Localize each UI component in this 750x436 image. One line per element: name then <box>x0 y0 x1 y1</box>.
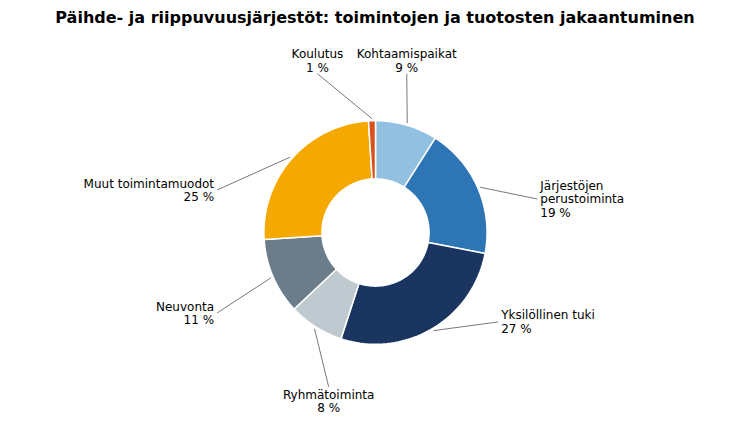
svg-text:Neuvonta11 %: Neuvonta11 % <box>156 299 214 327</box>
html-text:Päihde- ja riippuvuusjärjestöt: Päihde- ja riippuvuusjärjestöt: toiminto… <box>55 8 695 27</box>
svg-text:Yksilöllinen tuki27 %: Yksilöllinen tuki27 % <box>500 308 595 336</box>
svg-text:Järjestöjenperustoiminta19 %: Järjestöjenperustoiminta19 % <box>539 179 624 221</box>
svg-text:Ryhmätoiminta8 %: Ryhmätoiminta8 % <box>283 388 375 416</box>
svg-text:Kohtaamispaikat9 %: Kohtaamispaikat9 % <box>357 47 457 75</box>
svg-text:Muut toimintamuodot25 %: Muut toimintamuodot25 % <box>84 177 215 205</box>
svg-text:Koulutus1 %: Koulutus1 % <box>292 47 344 75</box>
